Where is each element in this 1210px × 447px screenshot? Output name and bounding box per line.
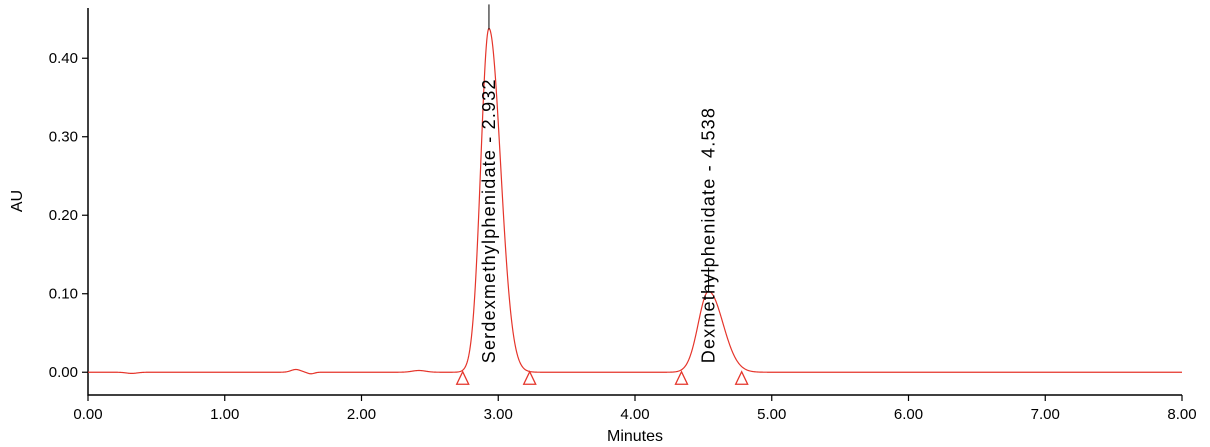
integration-marker [734,370,749,385]
plot-render-layer: 0.00 1.00 2.00 3.00 4.00 5.00 6.00 7.00 8.00 0.00… [49,4,1197,423]
peak-label: Dexmethylphenidate - 4.538 [699,107,719,363]
integration-marker [455,370,470,385]
axis-frame [87,8,1182,396]
x-axis-tick-label: 8.00 [1167,406,1196,423]
y-axis-title: AU [9,190,26,212]
x-axis-tick-label: 0.00 [73,406,102,423]
x-axis-tick-label: 4.00 [620,406,649,423]
y-axis-tick-label: 0.20 [49,207,78,224]
y-axis-tick-label: 0.30 [49,129,78,146]
integration-marker [522,370,537,385]
x-axis-title: Minutes [607,428,663,445]
y-axis-tick-label: 0.10 [49,286,78,303]
integration-marker [674,370,689,385]
x-axis-tick-label: 2.00 [347,406,376,423]
y-axis-tick-label: 0.40 [49,50,78,67]
x-axis-tick-label: 7.00 [1031,406,1060,423]
y-axis-tick-label: 0.00 [49,364,78,381]
x-axis-tick-label: 3.00 [484,406,513,423]
x-axis-tick-label: 1.00 [210,406,239,423]
chromatogram-trace [87,27,1183,375]
x-axis-tick-label: 5.00 [757,406,786,423]
peak-label: Serdexmethylphenidate - 2.932 [479,78,499,363]
x-axis-tick-label: 6.00 [894,406,923,423]
